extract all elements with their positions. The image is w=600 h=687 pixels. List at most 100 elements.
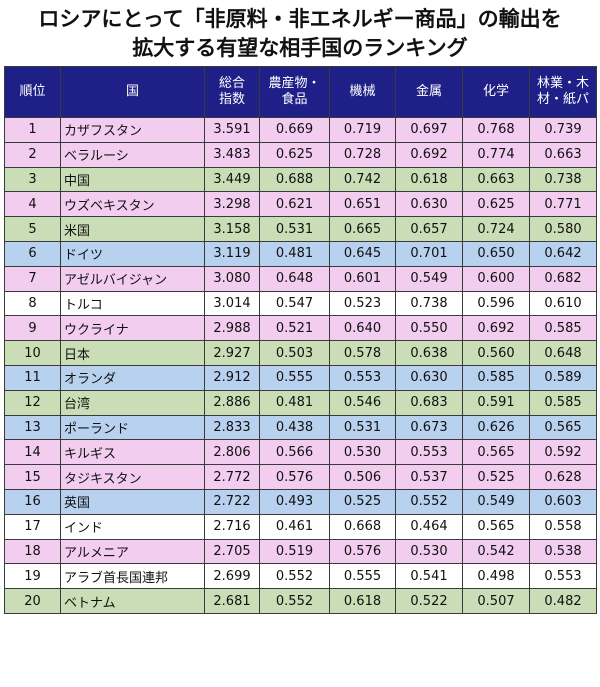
cell-country: ウクライナ — [60, 315, 205, 342]
cell-rank: 15 — [4, 464, 61, 490]
cell-metal: 0.683 — [395, 389, 463, 416]
cell-total: 2.988 — [204, 315, 260, 342]
cell-chemical: 0.600 — [462, 265, 530, 292]
table-row: 10 日本 2.927 0.503 0.578 0.638 0.560 0.648 — [4, 340, 597, 366]
cell-forestry: 0.682 — [529, 265, 597, 292]
table-row: 19 アラブ首長国連邦 2.699 0.552 0.555 0.541 0.498 0.553 — [4, 563, 597, 590]
cell-agri: 0.438 — [259, 414, 330, 441]
cell-rank: 11 — [4, 364, 61, 391]
cell-total: 3.449 — [204, 166, 260, 193]
cell-forestry: 0.738 — [529, 166, 597, 193]
header-total: 総合 指数 — [204, 66, 260, 118]
table-row: 18 アルメニア 2.705 0.519 0.576 0.530 0.542 0.538 — [4, 538, 597, 565]
cell-machinery: 0.601 — [329, 265, 396, 292]
cell-total: 3.298 — [204, 191, 260, 218]
cell-chemical: 0.774 — [462, 141, 530, 168]
cell-chemical: 0.525 — [462, 464, 530, 490]
table-row: 17 インド 2.716 0.461 0.668 0.464 0.565 0.558 — [4, 513, 597, 540]
cell-country: オランダ — [60, 364, 205, 391]
cell-metal: 0.638 — [395, 340, 463, 366]
table-row: 11 オランダ 2.912 0.555 0.553 0.630 0.585 0.589 — [4, 364, 597, 391]
cell-metal: 0.537 — [395, 464, 463, 490]
cell-rank: 9 — [4, 315, 61, 342]
cell-country: ポーランド — [60, 414, 205, 441]
cell-total: 2.705 — [204, 538, 260, 565]
cell-metal: 0.618 — [395, 166, 463, 193]
cell-country: アラブ首長国連邦 — [60, 563, 205, 590]
header-forestry-line2: 材・紙パ — [536, 92, 589, 107]
cell-total: 2.886 — [204, 389, 260, 416]
cell-machinery: 0.576 — [329, 538, 396, 565]
table-row: 20 ベトナム 2.681 0.552 0.618 0.522 0.507 0.482 — [4, 588, 597, 614]
cell-metal: 0.697 — [395, 117, 463, 143]
cell-machinery: 0.728 — [329, 141, 396, 168]
ranking-table: 順位 国 総合 指数 農産物・ 食品 機械 金属 化学 林業・木 材・紙パ 1 カザフス… — [4, 66, 597, 614]
cell-rank: 13 — [4, 414, 61, 441]
header-agri-line2: 食品 — [281, 92, 308, 107]
cell-total: 2.927 — [204, 340, 260, 366]
table-row: 12 台湾 2.886 0.481 0.546 0.683 0.591 0.585 — [4, 389, 597, 416]
cell-forestry: 0.663 — [529, 141, 597, 168]
cell-forestry: 0.558 — [529, 513, 597, 540]
cell-forestry: 0.482 — [529, 588, 597, 614]
cell-rank: 18 — [4, 538, 61, 565]
cell-country: 日本 — [60, 340, 205, 366]
cell-rank: 7 — [4, 265, 61, 292]
cell-forestry: 0.628 — [529, 464, 597, 490]
header-row: 順位 国 総合 指数 農産物・ 食品 機械 金属 化学 林業・木 材・紙パ — [4, 66, 597, 118]
cell-rank: 4 — [4, 191, 61, 218]
cell-total: 2.833 — [204, 414, 260, 441]
cell-forestry: 0.585 — [529, 315, 597, 342]
table-row: 5 米国 3.158 0.531 0.665 0.657 0.724 0.580 — [4, 216, 597, 242]
cell-chemical: 0.560 — [462, 340, 530, 366]
cell-forestry: 0.553 — [529, 563, 597, 590]
cell-chemical: 0.549 — [462, 488, 530, 515]
cell-rank: 17 — [4, 513, 61, 540]
cell-chemical: 0.565 — [462, 439, 530, 466]
cell-machinery: 0.530 — [329, 439, 396, 466]
cell-agri: 0.625 — [259, 141, 330, 168]
cell-metal: 0.630 — [395, 364, 463, 391]
cell-metal: 0.541 — [395, 563, 463, 590]
cell-machinery: 0.645 — [329, 240, 396, 267]
table-row: 8 トルコ 3.014 0.547 0.523 0.738 0.596 0.610 — [4, 290, 597, 317]
cell-country: アゼルバイジャン — [60, 265, 205, 292]
header-total-line2: 指数 — [218, 92, 245, 107]
cell-rank: 1 — [4, 117, 61, 143]
cell-metal: 0.692 — [395, 141, 463, 168]
cell-metal: 0.530 — [395, 538, 463, 565]
cell-total: 2.722 — [204, 488, 260, 515]
cell-metal: 0.630 — [395, 191, 463, 218]
cell-machinery: 0.665 — [329, 216, 396, 242]
cell-rank: 19 — [4, 563, 61, 590]
header-forestry: 林業・木 材・紙パ — [529, 66, 597, 118]
title-line-2: 拡大する有望な相手国のランキング — [132, 36, 468, 60]
cell-agri: 0.519 — [259, 538, 330, 565]
cell-agri: 0.621 — [259, 191, 330, 218]
cell-agri: 0.493 — [259, 488, 330, 515]
cell-machinery: 0.531 — [329, 414, 396, 441]
table-row: 6 ドイツ 3.119 0.481 0.645 0.701 0.650 0.642 — [4, 240, 597, 267]
cell-agri: 0.566 — [259, 439, 330, 466]
cell-chemical: 0.626 — [462, 414, 530, 441]
cell-total: 3.014 — [204, 290, 260, 317]
cell-agri: 0.531 — [259, 216, 330, 242]
table-row: 15 タジキスタン 2.772 0.576 0.506 0.537 0.525 0.628 — [4, 464, 597, 490]
cell-rank: 16 — [4, 488, 61, 515]
table-row: 7 アゼルバイジャン 3.080 0.648 0.601 0.549 0.600 0.682 — [4, 265, 597, 292]
cell-country: インド — [60, 513, 205, 540]
header-forestry-line1: 林業・木 — [536, 76, 589, 91]
cell-rank: 6 — [4, 240, 61, 267]
cell-agri: 0.521 — [259, 315, 330, 342]
cell-country: ベラルーシ — [60, 141, 205, 168]
cell-total: 2.772 — [204, 464, 260, 490]
cell-chemical: 0.692 — [462, 315, 530, 342]
cell-agri: 0.552 — [259, 588, 330, 614]
cell-rank: 12 — [4, 389, 61, 416]
cell-agri: 0.669 — [259, 117, 330, 143]
cell-agri: 0.461 — [259, 513, 330, 540]
cell-metal: 0.550 — [395, 315, 463, 342]
cell-machinery: 0.546 — [329, 389, 396, 416]
table-title: ロシアにとって「非原料・非エネルギー商品」の輸出を 拡大する有望な相手国のランキ… — [0, 0, 600, 68]
cell-rank: 2 — [4, 141, 61, 168]
